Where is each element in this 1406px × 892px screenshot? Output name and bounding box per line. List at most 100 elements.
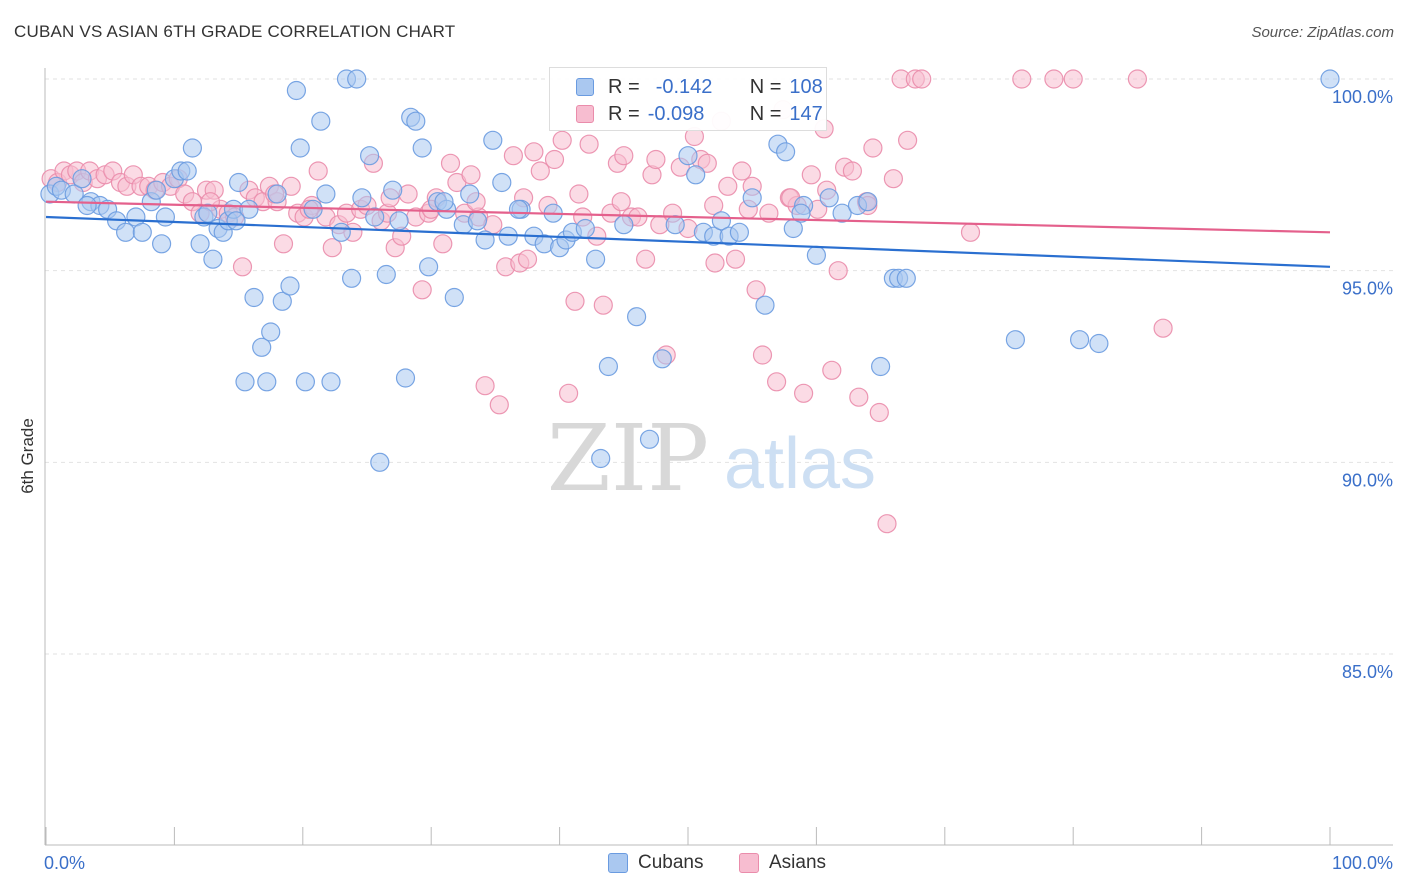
cubans-point bbox=[272, 291, 292, 311]
cubans-point bbox=[686, 165, 706, 185]
cubans-point bbox=[1069, 330, 1090, 350]
asians-point bbox=[869, 402, 889, 423]
cubans-point bbox=[257, 372, 277, 392]
cubans-point bbox=[412, 138, 432, 158]
cubans-point bbox=[585, 249, 606, 269]
cubans-point bbox=[492, 172, 512, 193]
asians-point bbox=[801, 165, 821, 185]
y-tick-label: 90.0% bbox=[1342, 470, 1393, 490]
asians-point bbox=[1012, 69, 1032, 89]
cubans-point bbox=[226, 211, 246, 231]
asians-point bbox=[1044, 69, 1064, 89]
asians-point bbox=[897, 130, 918, 150]
asians-point bbox=[1153, 318, 1173, 338]
asians-point bbox=[524, 142, 544, 162]
asians-point bbox=[766, 372, 787, 392]
bottom-legend-asians: Asians bbox=[739, 852, 826, 874]
asians-point bbox=[732, 161, 752, 181]
n-value: 108 bbox=[789, 75, 823, 98]
asians-point bbox=[752, 345, 773, 365]
asians-point bbox=[877, 514, 897, 534]
cubans-point bbox=[742, 188, 762, 208]
asians-point bbox=[517, 249, 538, 269]
cubans-point bbox=[290, 138, 310, 158]
r-label: R = bbox=[608, 102, 640, 125]
cubans-point bbox=[155, 207, 175, 227]
cubans-point bbox=[370, 452, 390, 472]
n-label: N = bbox=[749, 75, 782, 98]
watermark-zip: ZIP bbox=[547, 405, 709, 512]
cubans-point bbox=[434, 192, 454, 212]
n-label: N = bbox=[749, 102, 782, 125]
asians-point bbox=[489, 395, 509, 415]
cubans-point bbox=[652, 349, 672, 369]
cubans-point bbox=[406, 111, 426, 131]
asians-point bbox=[828, 261, 848, 281]
cubans-point bbox=[598, 356, 619, 377]
cubans-point bbox=[177, 161, 197, 181]
cubans-point bbox=[806, 245, 827, 265]
trend-lines bbox=[45, 200, 1331, 268]
cubans-point bbox=[244, 287, 264, 308]
cubans-point bbox=[729, 222, 750, 242]
gridlines bbox=[45, 78, 1393, 655]
cubans-trend-line bbox=[45, 215, 1331, 268]
asians-point bbox=[704, 195, 724, 216]
asians-point bbox=[759, 203, 779, 223]
cubans-point bbox=[460, 184, 480, 204]
asians-point bbox=[635, 249, 656, 269]
asians-point bbox=[842, 161, 863, 181]
asians-point bbox=[793, 383, 814, 403]
cubans-point bbox=[295, 372, 315, 392]
asians-point bbox=[725, 249, 746, 269]
watermark-atlas: atlas bbox=[724, 424, 876, 504]
cubans-point bbox=[575, 218, 595, 239]
cubans-point bbox=[352, 188, 372, 208]
asians-point bbox=[960, 222, 981, 242]
asians-point bbox=[475, 376, 495, 396]
cubans-point bbox=[1089, 333, 1109, 354]
cubans-point bbox=[475, 230, 495, 250]
cubans-point bbox=[190, 234, 210, 254]
n-value: 147 bbox=[789, 102, 823, 125]
cubans-point bbox=[508, 199, 529, 219]
asians-point bbox=[697, 153, 717, 173]
asians-point bbox=[503, 146, 524, 166]
cubans-point bbox=[203, 249, 223, 269]
cubans-point bbox=[72, 169, 92, 189]
asians-point bbox=[461, 165, 481, 185]
cubans-point bbox=[896, 268, 916, 288]
cubans-point bbox=[665, 215, 685, 235]
asians-point bbox=[579, 134, 599, 154]
cubans-point bbox=[267, 184, 287, 204]
cubans-point bbox=[1320, 69, 1340, 89]
asians-point bbox=[912, 69, 932, 89]
cubans-point bbox=[316, 184, 336, 204]
chart-title: CUBAN VS ASIAN 6TH GRADE CORRELATION CHA… bbox=[14, 22, 456, 41]
asians-point bbox=[273, 234, 294, 254]
r-label: R = bbox=[608, 75, 640, 98]
cubans-point bbox=[832, 203, 852, 223]
cubans-point bbox=[389, 211, 409, 231]
y-tick-label: 85.0% bbox=[1342, 662, 1393, 682]
cubans-point bbox=[152, 234, 172, 254]
asians-point bbox=[593, 295, 613, 315]
asians-point bbox=[1063, 69, 1083, 89]
asians-point bbox=[718, 176, 738, 196]
stats-legend: R = -0.142 N = 108 R = -0.098 N = 147 bbox=[549, 67, 827, 131]
cubans-point bbox=[614, 215, 634, 235]
cubans-point bbox=[198, 203, 218, 223]
asians-point bbox=[705, 253, 725, 273]
cubans-point bbox=[235, 372, 255, 392]
asians-point bbox=[433, 234, 453, 254]
cubans-point bbox=[303, 199, 323, 219]
cubans-point bbox=[347, 69, 367, 89]
cubans-point bbox=[229, 172, 249, 193]
asians-point bbox=[308, 161, 328, 181]
x-tick-label-min: 0.0% bbox=[44, 853, 85, 873]
asians-point bbox=[863, 138, 883, 158]
cubans-point bbox=[626, 307, 647, 327]
asians-point bbox=[822, 360, 842, 380]
r-value: -0.098 bbox=[647, 102, 705, 125]
watermark: ZIP atlas bbox=[547, 405, 876, 512]
